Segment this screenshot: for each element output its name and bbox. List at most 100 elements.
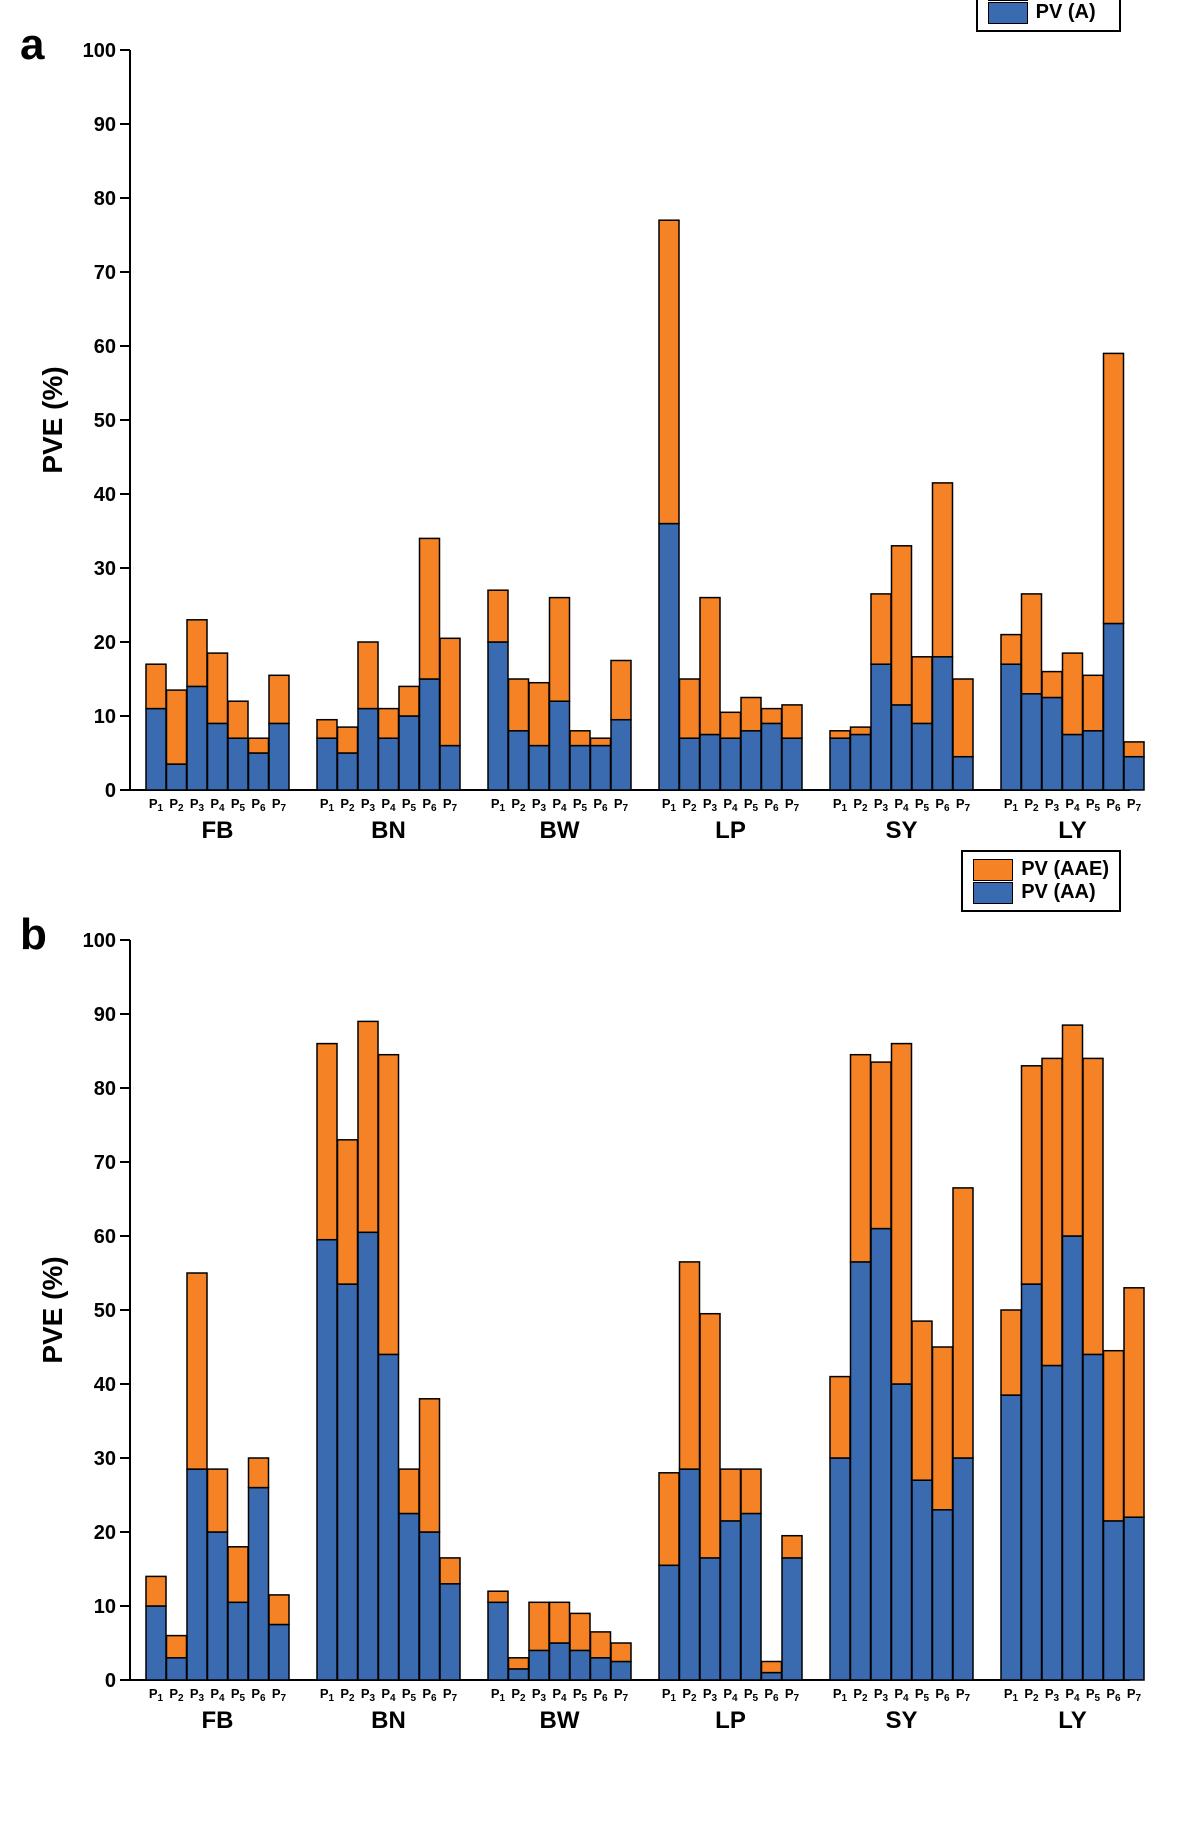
bar-orange: [762, 1662, 782, 1673]
y-tick-label: 0: [105, 780, 116, 802]
x-sub-label: P3: [1045, 1686, 1060, 1704]
x-sub-label: P1: [149, 1686, 164, 1704]
bar-orange: [1022, 1066, 1042, 1284]
bar-blue: [762, 723, 782, 790]
x-sub-label: P5: [402, 796, 417, 814]
bar-orange: [338, 727, 358, 753]
y-tick-label: 10: [94, 706, 116, 728]
bar-blue: [1124, 757, 1144, 790]
bar-orange: [851, 727, 871, 734]
x-sub-label: P4: [1065, 796, 1080, 814]
y-tick-label: 20: [94, 1522, 116, 1544]
bar-blue: [167, 1658, 187, 1680]
panel-label: a: [20, 20, 44, 70]
bar-orange: [228, 701, 248, 738]
x-sub-label: P6: [251, 1686, 266, 1704]
x-sub-label: P6: [764, 796, 779, 814]
x-sub-label: P5: [573, 1686, 588, 1704]
bar-blue: [933, 1510, 953, 1680]
bar-blue: [187, 686, 207, 790]
bar-orange: [659, 1473, 679, 1566]
bar-blue: [741, 1514, 761, 1681]
x-sub-label: P3: [703, 1686, 718, 1704]
bar-orange: [440, 1558, 460, 1584]
x-sub-label: P4: [894, 1686, 909, 1704]
bar-orange: [570, 1613, 590, 1650]
bar-orange: [187, 620, 207, 687]
x-sub-label: P6: [593, 796, 608, 814]
bar-orange: [1001, 1310, 1021, 1395]
bar-blue: [830, 1458, 850, 1680]
x-sub-label: P3: [1045, 796, 1060, 814]
bar-blue: [208, 723, 228, 790]
bar-orange: [269, 1595, 289, 1625]
y-tick-label: 60: [94, 336, 116, 358]
x-sub-label: P7: [443, 796, 458, 814]
legend-swatch-blue: [973, 882, 1013, 904]
bar-blue: [399, 716, 419, 790]
x-sub-label: P4: [381, 796, 396, 814]
x-sub-label: P2: [511, 796, 526, 814]
x-sub-label: P3: [361, 1686, 376, 1704]
bar-blue: [420, 679, 440, 790]
x-sub-label: P1: [833, 1686, 848, 1704]
y-tick-label: 70: [94, 262, 116, 284]
bar-orange: [1042, 1058, 1062, 1365]
bar-orange: [782, 1536, 802, 1558]
legend-label-top: PV (AAE): [1021, 858, 1109, 881]
bar-blue: [379, 1354, 399, 1680]
bar-orange: [399, 1469, 419, 1513]
y-tick-label: 100: [83, 40, 116, 62]
x-sub-label: P5: [915, 1686, 930, 1704]
bar-blue: [550, 701, 570, 790]
bar-blue: [721, 1521, 741, 1680]
bar-blue: [912, 1480, 932, 1680]
bar-orange: [871, 1062, 891, 1229]
x-sub-label: P3: [703, 796, 718, 814]
bar-blue: [1022, 694, 1042, 790]
bar-blue: [269, 1625, 289, 1681]
x-sub-label: P4: [723, 1686, 738, 1704]
bar-orange: [358, 642, 378, 709]
bar-blue: [721, 738, 741, 790]
x-sub-label: P4: [210, 796, 225, 814]
x-sub-label: P5: [231, 796, 246, 814]
bar-orange: [659, 220, 679, 523]
bar-blue: [611, 1662, 631, 1681]
legend: PV (AE)PV (A): [976, 0, 1121, 32]
bar-orange: [488, 590, 508, 642]
bar-orange: [317, 1044, 337, 1240]
bar-orange: [680, 679, 700, 738]
bar-blue: [550, 1643, 570, 1680]
x-sub-label: P7: [956, 1686, 971, 1704]
bar-blue: [782, 738, 802, 790]
bar-orange: [269, 675, 289, 723]
bar-orange: [228, 1547, 248, 1603]
legend-swatch-orange: [988, 0, 1028, 1]
x-group-label: BN: [371, 817, 406, 844]
x-group-label: LP: [715, 817, 746, 844]
x-sub-label: P7: [443, 1686, 458, 1704]
bar-orange: [529, 1602, 549, 1650]
x-sub-label: P4: [1065, 1686, 1080, 1704]
x-sub-label: P7: [272, 1686, 287, 1704]
x-sub-label: P6: [764, 1686, 779, 1704]
x-sub-label: P6: [1106, 1686, 1121, 1704]
y-tick-label: 80: [94, 1078, 116, 1100]
x-sub-label: P1: [1004, 796, 1019, 814]
y-tick-label: 30: [94, 1448, 116, 1470]
bar-blue: [741, 731, 761, 790]
bar-blue: [1042, 1366, 1062, 1681]
bar-orange: [1042, 672, 1062, 698]
x-sub-label: P6: [422, 796, 437, 814]
legend-row-top: PV (AAE): [973, 858, 1109, 881]
bar-orange: [167, 1636, 187, 1658]
x-sub-label: P2: [1024, 796, 1039, 814]
bar-blue: [570, 746, 590, 790]
y-tick-label: 0: [105, 1670, 116, 1692]
bar-blue: [892, 705, 912, 790]
bar-blue: [167, 764, 187, 790]
bar-orange: [1124, 742, 1144, 757]
x-sub-label: P5: [744, 1686, 759, 1704]
legend-row-bottom: PV (A): [988, 1, 1109, 24]
